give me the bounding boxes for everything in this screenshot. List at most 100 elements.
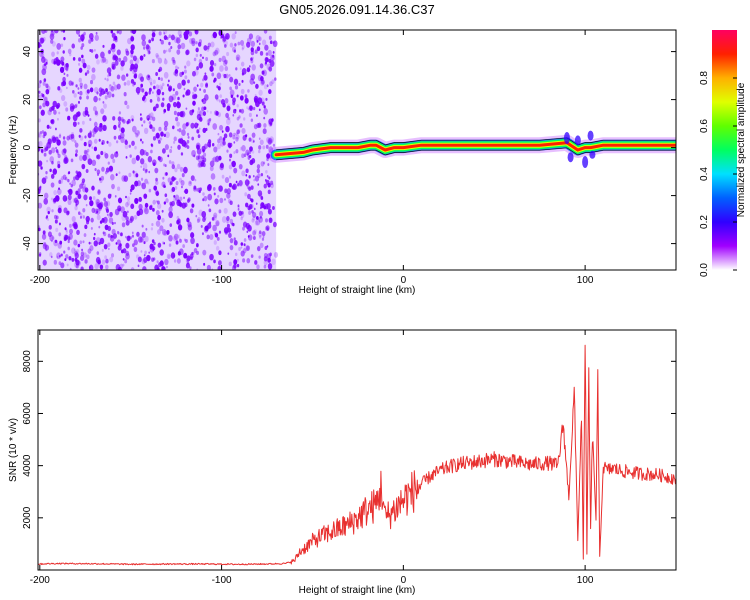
noise-speck	[181, 71, 185, 76]
noise-speck	[171, 56, 175, 62]
noise-speck	[196, 129, 200, 134]
spectrogram-x-tick-label: -100	[212, 275, 232, 286]
noise-speck	[178, 201, 182, 207]
noise-speck	[260, 196, 264, 200]
noise-speck	[197, 155, 201, 160]
noise-speck	[184, 65, 187, 69]
noise-speck	[181, 185, 183, 189]
noise-speck	[88, 39, 92, 44]
noise-speck	[60, 262, 65, 269]
noise-speck	[256, 164, 261, 169]
noise-speck	[111, 93, 115, 98]
noise-speck	[74, 153, 78, 157]
snr-plot-area	[38, 330, 676, 570]
noise-speck	[225, 118, 231, 126]
noise-speck	[164, 57, 167, 61]
noise-speck	[250, 73, 256, 81]
noise-speck	[262, 145, 266, 150]
noise-speck	[102, 124, 107, 132]
noise-speck	[43, 152, 47, 157]
snr-y-tick-label: 8000	[22, 350, 33, 373]
noise-speck	[253, 178, 256, 182]
noise-speck	[57, 86, 61, 91]
noise-speck	[256, 168, 260, 174]
noise-speck	[131, 157, 137, 165]
noise-speck	[180, 42, 186, 50]
noise-speck	[98, 206, 102, 212]
noise-speck	[143, 46, 146, 50]
noise-speck	[150, 227, 154, 231]
noise-speck	[119, 127, 123, 132]
noise-speck	[49, 107, 53, 112]
noise-speck	[195, 188, 199, 192]
noise-speck	[85, 215, 90, 223]
noise-speck	[175, 240, 179, 245]
noise-speck	[48, 149, 52, 155]
noise-speck	[228, 164, 233, 170]
noise-speck	[152, 136, 157, 141]
noise-speck	[56, 139, 61, 146]
noise-speck	[108, 165, 114, 172]
noise-speck	[243, 243, 246, 247]
noise-speck	[214, 231, 217, 236]
noise-speck	[138, 208, 144, 216]
noise-speck	[187, 121, 190, 126]
noise-speck	[269, 252, 272, 257]
noise-speck	[118, 171, 121, 175]
noise-speck	[87, 158, 93, 166]
noise-speck	[214, 49, 219, 56]
noise-speck	[102, 231, 105, 235]
noise-speck	[221, 216, 227, 223]
noise-speck	[83, 194, 88, 201]
noise-speck	[117, 186, 121, 192]
noise-speck	[132, 83, 135, 87]
noise-speck	[226, 223, 230, 229]
noise-speck	[50, 173, 55, 179]
noise-speck	[233, 78, 239, 86]
noise-speck	[90, 37, 94, 42]
noise-speck	[196, 244, 199, 248]
noise-speck	[267, 189, 271, 195]
noise-speck	[45, 216, 48, 220]
noise-speck	[210, 41, 215, 48]
noise-speck	[228, 232, 232, 238]
noise-speck	[240, 108, 245, 114]
noise-speck	[218, 230, 222, 234]
noise-speck	[219, 136, 223, 141]
noise-speck	[145, 151, 149, 157]
noise-speck	[122, 210, 128, 218]
noise-speck	[78, 38, 82, 43]
noise-speck	[157, 76, 161, 81]
noise-speck	[229, 200, 233, 206]
noise-speck	[178, 177, 183, 183]
noise-speck	[61, 61, 65, 66]
noise-speck	[38, 118, 41, 123]
noise-speck	[185, 122, 189, 127]
noise-speck	[189, 208, 194, 214]
noise-speck	[221, 174, 225, 179]
noise-speck	[239, 146, 243, 151]
noise-speck	[121, 214, 127, 222]
noise-speck	[89, 200, 94, 207]
noise-speck	[232, 265, 237, 270]
noise-speck	[207, 222, 212, 229]
noise-speck	[151, 37, 154, 42]
noise-speck	[158, 31, 162, 36]
noise-speck	[270, 54, 275, 62]
noise-speck	[203, 226, 209, 233]
noise-speck	[131, 125, 137, 133]
noise-speck	[171, 164, 176, 170]
noise-speck	[218, 99, 221, 103]
noise-speck	[147, 181, 150, 185]
noise-speck	[45, 88, 50, 95]
snr-y-tick-label: 2000	[22, 506, 33, 529]
noise-speck	[125, 156, 128, 159]
noise-speck	[73, 92, 77, 98]
noise-speck	[134, 132, 137, 135]
noise-speck	[65, 254, 69, 259]
noise-speck	[107, 215, 110, 219]
noise-speck	[98, 241, 101, 245]
noise-speck	[93, 121, 98, 127]
noise-speck	[145, 44, 150, 50]
noise-speck	[144, 207, 149, 215]
